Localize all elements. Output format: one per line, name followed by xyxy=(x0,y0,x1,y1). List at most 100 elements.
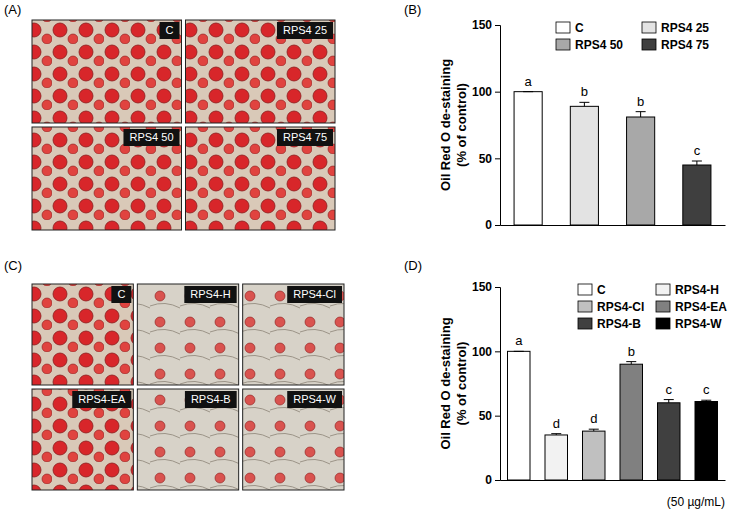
label-box xyxy=(287,391,342,408)
x-axis xyxy=(501,480,726,481)
significance-letter: c xyxy=(694,143,701,158)
micrograph-label: RPS4 50 xyxy=(129,131,173,143)
significance-letter: c xyxy=(666,382,673,397)
error-bar xyxy=(701,400,711,401)
y-axis-line xyxy=(495,288,501,481)
legend-swatch xyxy=(578,284,592,295)
error-bars xyxy=(514,351,712,435)
y-tick-mark xyxy=(495,92,500,93)
legend-label: RPS4 25 xyxy=(661,21,709,35)
bar xyxy=(514,92,542,225)
y-tick-label: 150 xyxy=(472,18,492,32)
label-box xyxy=(72,391,131,408)
y-tick-label: 100 xyxy=(472,85,492,99)
legend-label: C xyxy=(575,21,584,35)
y-tick: 100 xyxy=(472,345,500,359)
micrograph xyxy=(243,389,344,490)
label-box xyxy=(123,129,179,146)
legend-swatch xyxy=(656,284,670,295)
significance-letter: a xyxy=(515,333,523,348)
y-axis-title: Oil Red O de-staining xyxy=(438,59,453,191)
micrograph-label: RPS4-B xyxy=(191,393,231,405)
y-tick-mark xyxy=(495,351,500,352)
micrograph xyxy=(137,284,238,385)
y-tick-label: 100 xyxy=(472,345,492,359)
legend-label: RPS4-B xyxy=(597,317,641,331)
legend-label: RPS4-Cl xyxy=(597,300,644,314)
y-tick-label: 150 xyxy=(472,280,492,294)
error-bar xyxy=(523,91,533,92)
legend-label: RPS4 75 xyxy=(661,38,709,52)
bar xyxy=(683,165,711,225)
label-box xyxy=(277,22,333,39)
label-box xyxy=(287,286,342,303)
micrograph xyxy=(32,389,133,490)
x-axis-line xyxy=(501,225,726,226)
label-box xyxy=(160,22,180,39)
error-bar xyxy=(664,400,674,403)
micrograph-label: RPS4-H xyxy=(190,288,230,300)
micrograph xyxy=(186,20,336,123)
legend-swatch xyxy=(556,39,570,50)
micrograph-label: RPS4-EA xyxy=(78,393,126,405)
plot-area xyxy=(508,351,718,480)
error-bar xyxy=(626,362,636,365)
y-tick: 0 xyxy=(485,218,500,232)
figure: (A)(B)(C)(D)CRPS4 25RPS4 50RPS4 75CRPS4-… xyxy=(0,0,755,516)
bar xyxy=(627,117,655,225)
panel-label: (D) xyxy=(404,258,422,273)
bar xyxy=(658,403,681,480)
bar xyxy=(570,106,598,225)
y-axis-title: (% of control) xyxy=(454,342,469,426)
micrograph-label: C xyxy=(117,288,125,300)
y-tick-label: 50 xyxy=(479,152,493,166)
error-bar xyxy=(692,161,702,165)
significance-letter: d xyxy=(553,416,560,431)
significance-letter: b xyxy=(628,344,635,359)
legend-label: RPS4-H xyxy=(675,283,719,297)
micrograph xyxy=(32,127,182,230)
legend-swatch xyxy=(578,318,592,329)
micrograph xyxy=(32,20,182,123)
y-tick: 150 xyxy=(472,280,500,294)
y-tick-mark xyxy=(495,25,500,26)
bar xyxy=(508,351,531,480)
significance-letter: b xyxy=(637,94,644,109)
micrograph-label: RPS4-Cl xyxy=(293,288,336,300)
micrograph-label: RPS4 25 xyxy=(283,24,327,36)
bar xyxy=(583,431,606,480)
y-tick: 50 xyxy=(479,409,500,423)
y-tick-label: 0 xyxy=(485,473,492,487)
legend-swatch xyxy=(578,301,592,312)
panel-label: (C) xyxy=(4,258,22,273)
y-axis: 0 50 100 150 xyxy=(472,18,501,232)
bar xyxy=(620,364,643,480)
y-axis: 0 50 100 150 xyxy=(472,280,501,487)
significance-letter: a xyxy=(525,74,533,89)
label-box xyxy=(111,286,131,303)
legend-swatch xyxy=(642,22,656,33)
y-tick-mark xyxy=(495,480,500,481)
label-box xyxy=(184,286,236,303)
image-panel: CRPS4-HRPS4-ClRPS4-EARPS4-BRPS4-W xyxy=(32,284,344,490)
micrograph-label: RPS4 75 xyxy=(283,131,327,143)
label-box xyxy=(185,391,237,408)
y-tick-label: 0 xyxy=(485,218,492,232)
legend-label: RPS4-EA xyxy=(675,300,727,314)
panel-label: (A) xyxy=(4,2,21,17)
legend: CRPS4-HRPS4-ClRPS4-EARPS4-BRPS4-W xyxy=(578,283,727,331)
legend-label: C xyxy=(597,283,606,297)
y-tick: 150 xyxy=(472,18,500,32)
micrograph-label: C xyxy=(166,24,174,36)
micrograph xyxy=(243,284,344,385)
legend-swatch xyxy=(556,22,570,33)
y-tick: 0 xyxy=(485,473,500,487)
error-bar xyxy=(514,351,524,352)
y-tick: 50 xyxy=(479,152,500,166)
y-tick-mark xyxy=(495,158,500,159)
micrograph xyxy=(137,389,238,490)
significance-letter: b xyxy=(581,84,588,99)
annotation: (50 µg/mL) xyxy=(667,495,725,509)
bar xyxy=(695,402,718,480)
y-tick-mark xyxy=(495,225,500,226)
